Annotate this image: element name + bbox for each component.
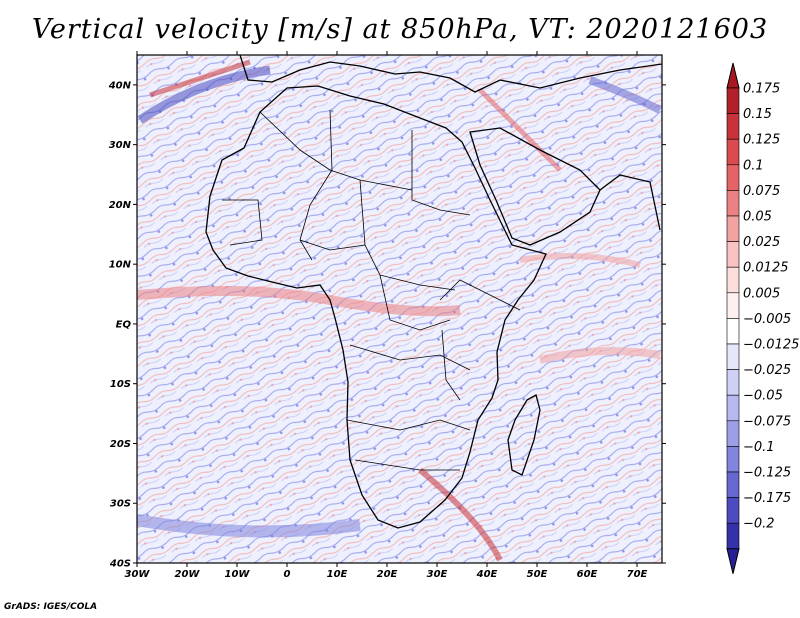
colorbar-label: 0.005 (743, 286, 780, 301)
colorbar-label: −0.175 (743, 491, 791, 506)
europe-coastline (239, 55, 662, 93)
colorbar-label: 0.05 (743, 210, 772, 225)
lat-tick-label: 10N (109, 260, 132, 271)
asia-coastline (599, 174, 661, 231)
country-borders (222, 109, 521, 471)
colorbar-label: 0.125 (743, 133, 780, 148)
colorbar-swatch (726, 318, 740, 345)
colorbar-swatch (726, 113, 740, 140)
lat-tick-label: 30S (110, 499, 131, 510)
colorbar-swatch (726, 266, 740, 294)
africa-coastline (205, 85, 547, 529)
colorbar: 0.175 0.15 0.125 0.1 0.075 0.05 0.025 0.0125 0.0… (726, 62, 799, 574)
colorbar-swatch (726, 343, 740, 370)
colorbar-label: 0.15 (743, 107, 772, 122)
colorbar-swatch (726, 420, 740, 447)
colorbar-swatch (726, 369, 740, 396)
colorbar-swatch (726, 497, 740, 524)
colorbar-swatch (726, 471, 740, 498)
colorbar-label: −0.1 (743, 440, 775, 455)
lat-tick-label: 40N (108, 80, 132, 91)
lon-tick-label: 60E (577, 569, 598, 580)
colorbar-label: −0.075 (743, 414, 791, 429)
colorbar-swatch (726, 241, 740, 268)
lat-tick-label: EQ (116, 319, 132, 330)
colorbar-label: −0.025 (743, 363, 791, 378)
colorbar-swatch (726, 446, 740, 473)
grads-credit: GrADS: IGES/COLA (4, 602, 98, 612)
madagascar-coastline (507, 394, 541, 476)
lon-tick-label: 40E (476, 569, 498, 580)
lon-tick-label: 30E (427, 569, 448, 580)
colorbar-swatch (726, 522, 740, 550)
lat-tick-label: 10S (110, 379, 131, 390)
coastlines (205, 55, 662, 529)
lon-tick-label: 50E (527, 569, 548, 580)
map-frame (136, 54, 663, 564)
map-title: Vertical velocity [m/s] at 850hPa, VT: 2… (31, 14, 769, 45)
colorbar-label: 0.1 (743, 158, 764, 173)
lon-tick-label: 30W (125, 569, 151, 580)
arabia-coastline (469, 127, 601, 246)
colorbar-bottom-arrow (726, 548, 740, 574)
colorbar-label: 0.025 (743, 235, 780, 250)
colorbar-swatch (726, 138, 740, 166)
colorbar-label: −0.005 (743, 312, 791, 327)
colorbar-label: 0.175 (743, 82, 780, 97)
colorbar-label: 0.075 (743, 184, 780, 199)
lat-tick-label: 40S (109, 559, 131, 570)
colorbar-swatch (726, 394, 740, 422)
colorbar-swatch (726, 164, 740, 191)
colorbar-label: −0.05 (743, 389, 783, 404)
colorbar-label: 0.0125 (743, 261, 789, 276)
lon-tick-label: 20W (175, 569, 201, 580)
colorbar-label: −0.0125 (743, 338, 799, 353)
map-plot-area (136, 54, 663, 564)
lon-tick-label: 0 (284, 569, 291, 580)
lon-tick-label: 10W (225, 569, 251, 580)
lat-tick-label: 20N (109, 200, 132, 211)
colorbar-swatch (726, 190, 740, 217)
colorbar-label: −0.125 (743, 466, 791, 481)
colorbar-swatch (726, 292, 740, 319)
lon-tick-label: 20E (377, 569, 398, 580)
lat-tick-label: 20S (110, 439, 131, 450)
lat-tick-label: 30N (109, 140, 132, 151)
colorbar-swatch (726, 87, 740, 114)
colorbar-top-arrow (726, 62, 740, 89)
colorbar-label: −0.2 (743, 517, 775, 532)
colorbar-swatch (726, 215, 740, 242)
lon-tick-label: 70E (627, 569, 648, 580)
lon-tick-label: 10E (327, 569, 348, 580)
